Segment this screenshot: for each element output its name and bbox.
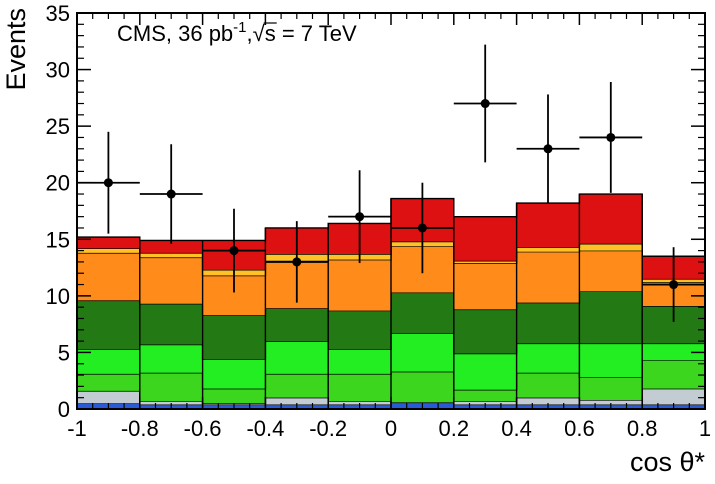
data-point [166, 189, 176, 199]
data-point [355, 212, 365, 222]
x-axis-title: cos θ* [630, 447, 706, 477]
y-tick-label: 10 [46, 284, 70, 309]
x-tick-label: -1 [67, 416, 87, 441]
data-point [543, 144, 553, 154]
data-point [606, 132, 616, 142]
data-point [480, 99, 490, 109]
x-tick-label: -0.8 [121, 416, 159, 441]
x-tick-label: 0.4 [501, 416, 532, 441]
stack-layer-2 [77, 388, 705, 405]
data-point [417, 223, 427, 233]
y-tick-label: 25 [46, 114, 70, 139]
x-tick-label: -0.6 [184, 416, 222, 441]
x-tick-label: 0.6 [564, 416, 595, 441]
stacked-histogram [77, 193, 705, 409]
y-tick-label: 15 [46, 227, 70, 252]
x-tick-label: 0.8 [627, 416, 658, 441]
cms-annotation: CMS, 36 pb-1,√s = 7 TeV [117, 19, 357, 46]
y-tick-label: 5 [58, 340, 70, 365]
x-tick-label: -0.2 [309, 416, 347, 441]
y-tick-label: 30 [46, 58, 70, 83]
sqrt-symbol: √ [253, 21, 266, 46]
x-tick-label: 0.2 [439, 416, 470, 441]
x-tick-label: 0 [385, 416, 397, 441]
data-point [669, 280, 679, 290]
axis-ticks: -1 -0.8 -0.6 -0.4 -0.2 0 0.2 0.4 0.6 0.8 105101520… [46, 1, 712, 441]
y-tick-label: 20 [46, 171, 70, 196]
data-point [103, 178, 113, 188]
y-tick-label: 0 [58, 397, 70, 422]
data-point [229, 246, 239, 256]
x-tick-label: 1 [699, 416, 711, 441]
y-axis-title: Events [1, 8, 31, 91]
sqrt-argument: s [265, 21, 276, 46]
x-tick-label: -0.4 [246, 416, 284, 441]
data-point [292, 257, 302, 267]
y-tick-label: 35 [46, 1, 70, 26]
data-points [77, 44, 705, 322]
